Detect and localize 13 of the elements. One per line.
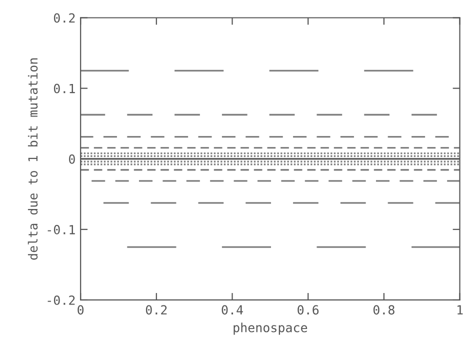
x-tick-label: 1	[458, 305, 463, 314]
y-tick-label: -0.1	[48, 224, 75, 234]
x-tick-label: 0.2	[146, 305, 167, 315]
x-tick-label: 0.6	[298, 305, 319, 315]
y-tick-label: 0.2	[54, 13, 75, 23]
y-tick-label: 0.1	[54, 84, 75, 94]
x-tick-label: 0.8	[373, 305, 394, 315]
y-axis-title: delta due to 1 bit mutation	[28, 58, 38, 260]
y-tick-label: 0	[69, 154, 75, 164]
y-tick-label: -0.2	[48, 295, 75, 305]
x-tick-label: 0.4	[222, 305, 243, 315]
x-axis-title: phenospace	[234, 322, 308, 335]
x-tick-label: 0	[78, 305, 84, 315]
